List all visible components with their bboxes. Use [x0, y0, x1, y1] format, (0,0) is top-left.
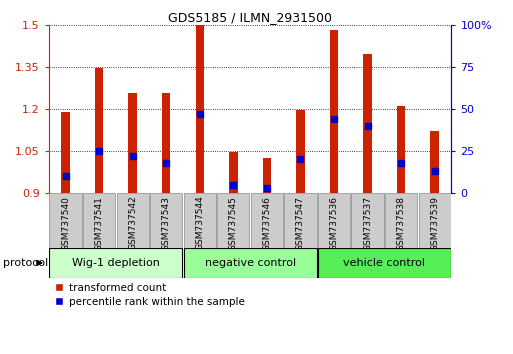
Bar	[419, 193, 451, 248]
Bar	[318, 248, 451, 278]
Title: GDS5185 / ILMN_2931500: GDS5185 / ILMN_2931500	[168, 11, 332, 24]
Bar	[251, 193, 283, 248]
Bar	[162, 93, 170, 193]
Bar	[430, 131, 439, 193]
Text: GSM737545: GSM737545	[229, 196, 238, 251]
Bar	[363, 54, 372, 193]
Bar	[229, 152, 238, 193]
Text: GSM737543: GSM737543	[162, 196, 171, 251]
Text: GSM737542: GSM737542	[128, 196, 137, 250]
Text: GSM737546: GSM737546	[262, 196, 271, 251]
Bar	[397, 106, 405, 193]
Text: vehicle control: vehicle control	[343, 258, 425, 268]
Bar	[49, 248, 182, 278]
Bar	[318, 193, 350, 248]
Text: GSM737538: GSM737538	[397, 196, 406, 251]
Bar	[116, 193, 149, 248]
Text: GSM737537: GSM737537	[363, 196, 372, 251]
Bar	[184, 193, 216, 248]
Bar	[62, 112, 70, 193]
Bar	[49, 193, 82, 248]
Text: protocol: protocol	[3, 258, 48, 268]
Bar	[184, 248, 317, 278]
Bar	[385, 193, 417, 248]
Bar	[195, 25, 204, 193]
Text: GSM737544: GSM737544	[195, 196, 204, 250]
Text: GSM737540: GSM737540	[61, 196, 70, 251]
Text: GSM737547: GSM737547	[296, 196, 305, 251]
Bar	[217, 193, 249, 248]
Text: GSM737536: GSM737536	[329, 196, 339, 251]
Bar	[263, 158, 271, 193]
Bar	[330, 30, 338, 193]
Bar	[95, 68, 103, 193]
Text: GSM737541: GSM737541	[94, 196, 104, 251]
Bar	[351, 193, 384, 248]
Bar	[83, 193, 115, 248]
Text: Wig-1 depletion: Wig-1 depletion	[72, 258, 160, 268]
Legend: transformed count, percentile rank within the sample: transformed count, percentile rank withi…	[54, 283, 244, 307]
Text: GSM737539: GSM737539	[430, 196, 439, 251]
Text: negative control: negative control	[205, 258, 295, 268]
Bar	[284, 193, 317, 248]
Bar	[150, 193, 182, 248]
Bar	[296, 110, 305, 193]
Bar	[128, 93, 137, 193]
